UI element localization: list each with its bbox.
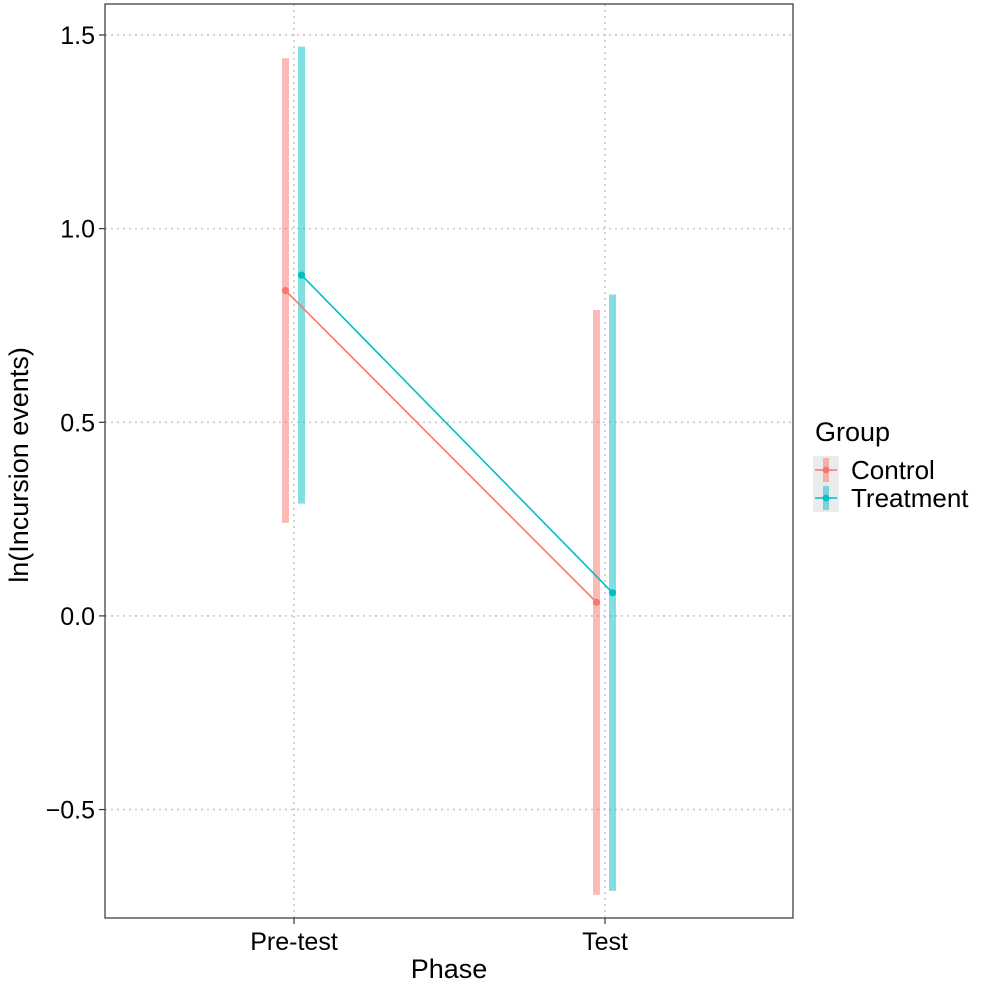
y-tick-label: 1.5	[60, 22, 95, 50]
point-layer	[281, 271, 617, 606]
y-axis-title: ln(Incursion events)	[4, 347, 34, 583]
panel-border	[104, 3, 794, 919]
y-tick-label: 1.0	[60, 216, 95, 244]
data-point	[297, 271, 306, 279]
y-tick-layer: −0.5 0.0 0.5 1.0 1.5	[46, 22, 105, 825]
y-tick-label: 0.5	[60, 409, 95, 437]
series-line	[300, 274, 614, 594]
legend-label: Treatment	[851, 483, 969, 513]
x-tick-label: Pre-test	[250, 928, 338, 956]
x-tick-layer: Pre-test Test	[250, 918, 628, 956]
y-tick-label: −0.5	[46, 797, 95, 825]
legend-label: Control	[851, 455, 935, 485]
y-tick-label: 0.0	[60, 603, 95, 631]
line-layer	[284, 274, 614, 603]
x-axis-title: Phase	[411, 954, 488, 984]
data-point	[608, 589, 617, 597]
data-point	[592, 598, 601, 606]
grid-layer	[105, 4, 793, 918]
legend-key-point	[822, 494, 830, 502]
x-tick-label: Test	[582, 928, 628, 956]
legend-key-point	[822, 466, 830, 474]
series-line	[284, 290, 598, 603]
errorbar-layer	[282, 46, 616, 895]
data-point	[281, 286, 290, 295]
legend-title: Group	[815, 417, 890, 447]
